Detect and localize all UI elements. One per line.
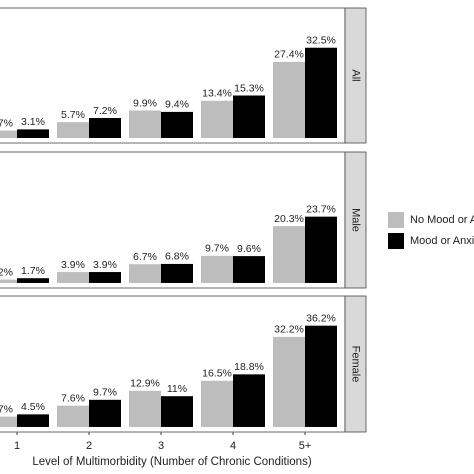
strip [344,151,367,289]
x-tick-label: 4 [230,440,236,452]
data-label: 20.3% [274,213,304,225]
data-label: 9.7% [205,243,229,255]
bar [201,255,233,283]
bar [0,279,17,283]
bar [161,263,193,283]
data-label: 7.6% [61,392,85,404]
bar [273,336,305,427]
data-label: 12.9% [130,378,160,390]
bar [57,405,89,427]
bar [57,272,89,283]
x-tick-label: 5+ [299,440,312,452]
bar [233,95,265,138]
bar [273,61,305,139]
data-label: 27.4% [274,49,304,61]
data-label: 15.3% [234,82,264,94]
bar [161,396,193,427]
strip-label: Female [350,346,362,383]
bar [89,272,121,283]
bar [0,130,17,138]
legend-swatch [388,233,404,249]
bar [201,380,233,427]
bar [233,374,265,427]
strip-label: Male [350,208,362,232]
data-label: 32.2% [274,324,304,336]
bar [201,100,233,138]
data-label: 5.7% [61,109,85,121]
data-label: 6.7% [133,251,157,263]
data-label: 2.7% [0,117,13,129]
data-label: 36.2% [306,312,336,324]
data-label: 1.2% [0,266,13,278]
bar [129,264,161,283]
bar [161,111,193,138]
data-label: 32.5% [306,35,336,47]
bar [305,47,337,138]
data-label: 9.7% [93,387,117,399]
bar [305,325,337,427]
strip [344,295,367,433]
bar [89,399,121,427]
data-label: 9.6% [237,243,261,255]
bar [17,129,49,138]
x-tick-label: 2 [86,440,92,452]
x-tick-label: 1 [14,440,20,452]
strip [344,7,367,144]
data-label: 4.5% [21,401,45,413]
x-tick-label: 3 [158,440,164,452]
bar [305,216,337,283]
bar [17,414,49,427]
data-label: 7.2% [93,105,117,117]
data-label: 18.8% [234,361,264,373]
data-label: 13.4% [202,88,232,100]
bar [129,110,161,138]
strip-label: All [350,69,362,81]
data-label: 6.8% [165,251,189,263]
bar [129,390,161,427]
data-label: 1.7% [21,265,45,277]
bar [0,416,17,427]
bar [89,118,121,138]
bar [57,122,89,138]
data-label: 9.9% [133,97,157,109]
data-label: 9.4% [165,99,189,111]
data-label: 3.9% [61,259,85,271]
x-axis-title: Level of Multimorbidity (Number of Chron… [32,456,311,468]
data-label: 3.1% [21,116,45,128]
bar [17,278,49,283]
data-label: 3.9% [93,259,117,271]
data-label: 16.5% [202,368,232,380]
bar [273,226,305,283]
data-label: 11% [167,383,187,395]
legend-label: No Mood or A [410,214,474,226]
legend-label: Mood or Anxie [410,235,474,247]
data-label: 23.7% [306,203,336,215]
legend-swatch [388,212,404,228]
bar [233,256,265,283]
data-label: 3.7% [0,403,13,415]
